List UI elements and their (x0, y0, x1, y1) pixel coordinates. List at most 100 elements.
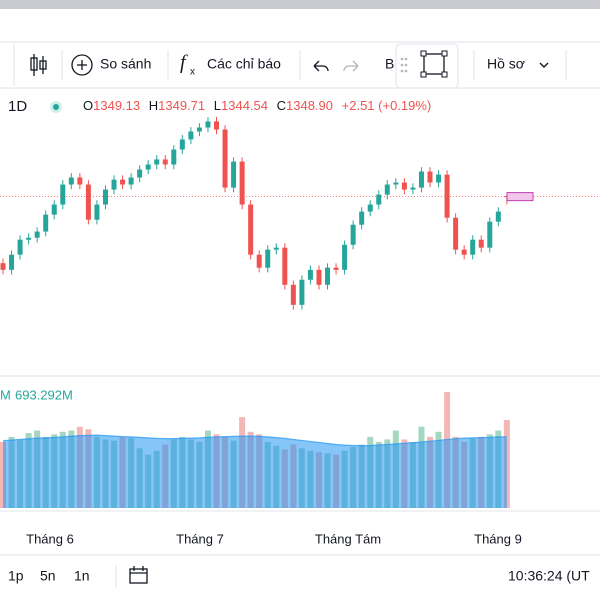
ohlc-legend: O1349.13 H1349.71 L1344.54 C1348.90 +2.5… (83, 98, 431, 113)
chart-type-button[interactable] (30, 54, 47, 76)
candle-body (120, 179, 126, 185)
candle-body (231, 161, 237, 188)
candle-body (222, 129, 228, 188)
candle-body (444, 174, 450, 218)
month-label: Tháng 6 (26, 531, 74, 546)
indicators-button[interactable]: f x Các chỉ báo (180, 52, 281, 78)
legend-key: L (214, 98, 221, 113)
candle-body (325, 267, 331, 285)
candle-body (85, 184, 91, 220)
date-range-button[interactable] (129, 566, 148, 584)
candle-body (9, 254, 15, 270)
candle-body (418, 171, 424, 188)
profile-button[interactable]: Hồ sơ (487, 56, 549, 72)
month-label: Tháng Tám (315, 531, 381, 546)
svg-text:f: f (180, 52, 188, 74)
legend-value: 1349.71 (158, 98, 205, 113)
candle-body (154, 159, 160, 165)
candle-body (316, 269, 322, 285)
range-buttons: 1p 5n 1n (8, 568, 90, 584)
candle-body (350, 224, 356, 245)
candle-body (60, 184, 66, 205)
volume-title: M (0, 387, 11, 402)
candle-body (461, 249, 467, 255)
month-label: Tháng 9 (474, 531, 522, 546)
redo-button[interactable] (343, 60, 359, 72)
candle-body (384, 184, 390, 195)
candle-body (128, 177, 134, 185)
legend-change: +2.51 (+0.19%) (342, 98, 432, 113)
legend-value: 1344.54 (221, 98, 268, 113)
drawn-rectangle (506, 192, 534, 202)
month-label: Tháng 7 (176, 531, 224, 546)
profile-label: Hồ sơ (487, 56, 525, 72)
legend-key: H (149, 98, 158, 113)
candle-body (273, 247, 279, 250)
candle-body (111, 179, 117, 190)
legend-value: 1349.13 (93, 98, 140, 113)
candle-body (196, 127, 202, 132)
candle-body (495, 211, 501, 222)
window-strip (0, 0, 600, 9)
candle-body (333, 267, 339, 270)
candle-body (51, 204, 57, 215)
candle-body (290, 284, 296, 305)
candle-body (256, 254, 262, 268)
price-pane (0, 117, 600, 310)
candle-body (205, 121, 211, 128)
volume-value: 693.292M (15, 387, 73, 402)
status-dot (53, 104, 59, 110)
volume-ma-line (2, 434, 507, 447)
candle-body (0, 263, 6, 270)
candle-body (265, 249, 271, 268)
candle-body (359, 211, 365, 225)
range-button[interactable]: 1p (8, 568, 24, 584)
candle-body (410, 187, 416, 190)
candle-body (436, 174, 442, 183)
candle-body (68, 177, 74, 185)
drawing-tool-popup[interactable] (395, 43, 459, 89)
compare-label: So sánh (100, 56, 151, 72)
compare-button[interactable]: So sánh (71, 54, 151, 76)
candle-body (299, 279, 305, 305)
range-button[interactable]: 1n (74, 568, 90, 584)
candle-body (248, 204, 254, 255)
time-axis: Tháng 6 Tháng 7 Tháng Tám Tháng 9 (26, 531, 522, 546)
svg-text:x: x (190, 67, 195, 78)
candle-body (77, 177, 83, 185)
clock: 10:36:24 (UT (508, 568, 590, 584)
range-button[interactable]: 5n (40, 568, 56, 584)
legend-key: O (83, 98, 93, 113)
candle-body (470, 239, 476, 255)
toolbar-b[interactable]: B (385, 56, 394, 72)
candle-body (376, 194, 382, 205)
candle-body (137, 169, 143, 178)
candle-body (17, 239, 23, 255)
candle-body (214, 121, 219, 130)
candle-body (34, 231, 40, 238)
volume-pane (0, 392, 510, 508)
legend-value: 1348.90 (286, 98, 333, 113)
legend-key: C (277, 98, 286, 113)
undo-button[interactable] (313, 60, 329, 72)
candle-body (162, 159, 168, 165)
candle-body (487, 221, 493, 248)
candle-body (342, 244, 348, 270)
candle-body (179, 139, 185, 150)
candle-body (401, 182, 407, 190)
candle-body (427, 171, 433, 183)
interval: 1D (8, 98, 27, 115)
candle-body (307, 269, 313, 280)
candle-body (393, 182, 399, 185)
candle-body (239, 161, 245, 205)
candle-body (282, 247, 288, 285)
candle-body (145, 164, 151, 170)
candle-body (102, 189, 108, 205)
candle-body (188, 131, 194, 140)
candle-body (478, 239, 484, 248)
indicators-label: Các chỉ báo (207, 56, 281, 72)
candle-body (94, 204, 100, 220)
candle-body (367, 204, 373, 212)
candle-body (453, 217, 459, 250)
